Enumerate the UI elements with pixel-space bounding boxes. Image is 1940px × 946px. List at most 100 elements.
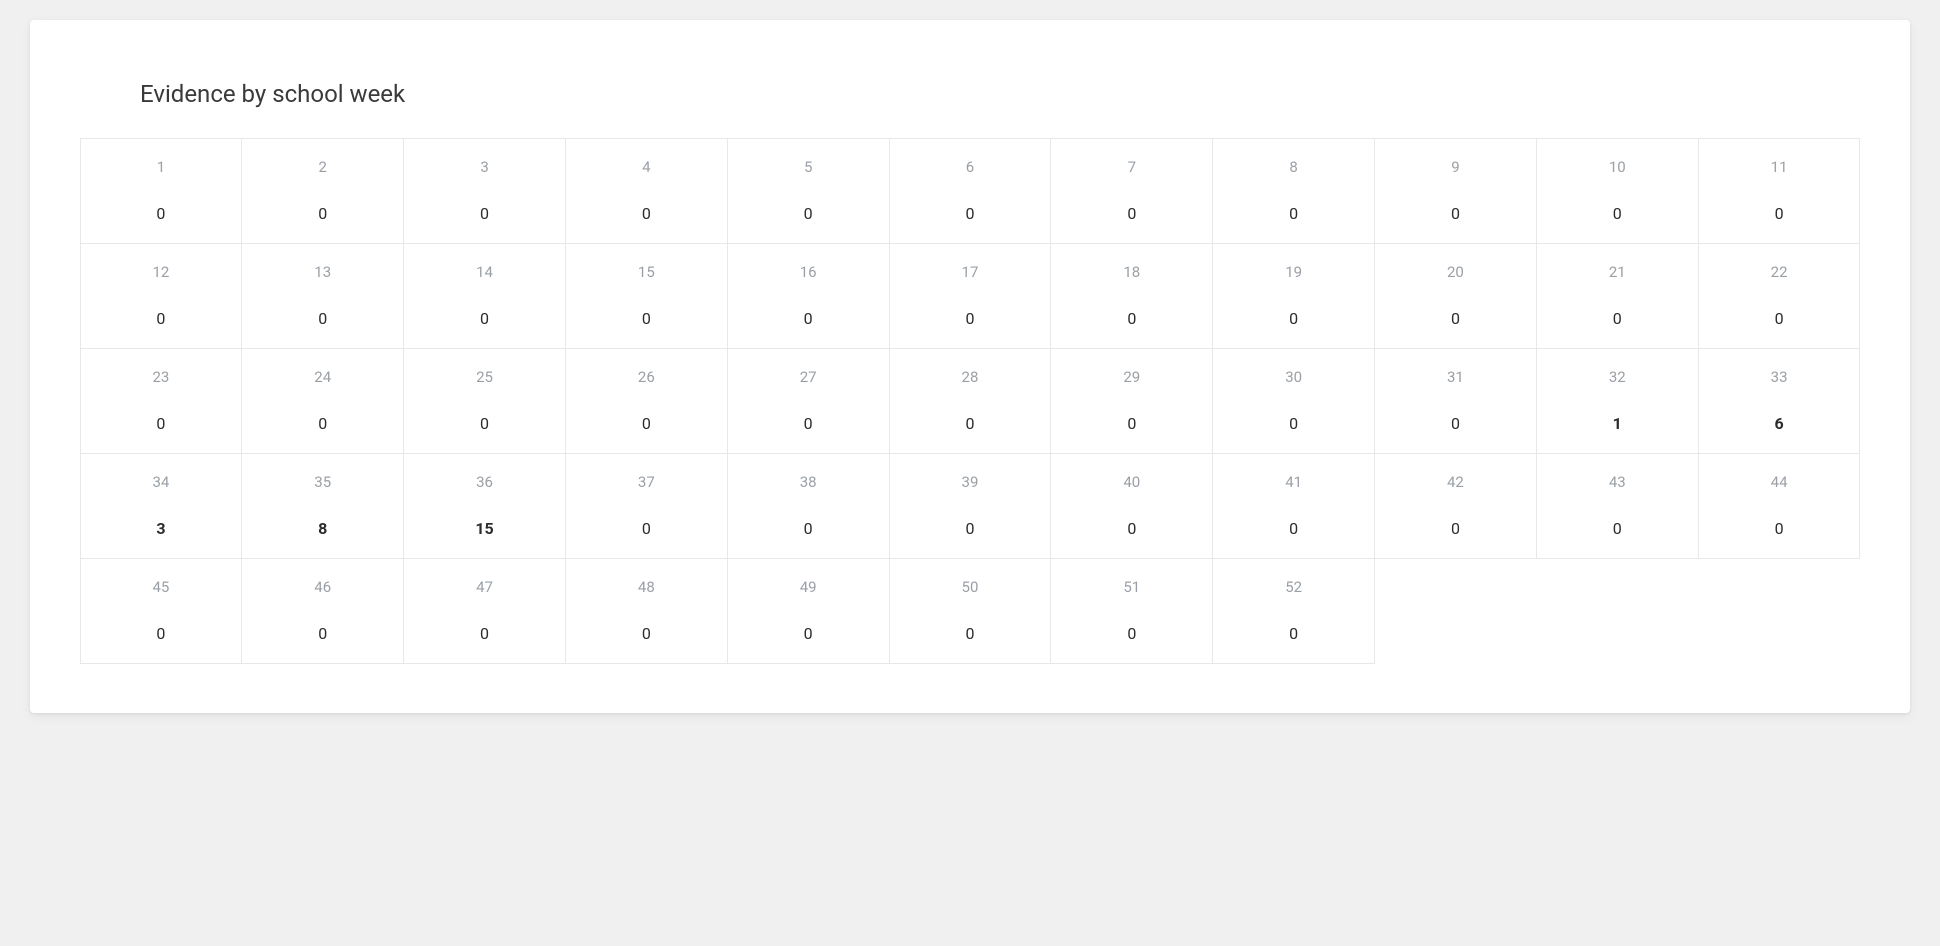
week-cell[interactable]: 150: [565, 243, 728, 349]
week-number: 22: [1771, 263, 1788, 281]
week-value: 0: [318, 204, 327, 223]
week-value: 0: [1127, 519, 1136, 538]
week-cell[interactable]: 20: [241, 138, 404, 244]
week-cell[interactable]: 343: [80, 453, 243, 559]
week-number: 4: [642, 158, 650, 176]
week-number: 29: [1123, 368, 1140, 386]
week-cell[interactable]: 90: [1374, 138, 1537, 244]
week-cell[interactable]: 38 0: [727, 453, 890, 559]
weeks-grid: 1020304050607080901001101201301401501601…: [80, 138, 1860, 663]
week-value: 0: [642, 624, 651, 643]
week-value: 0: [965, 309, 974, 328]
week-number: 33: [1771, 368, 1788, 386]
week-number: 28: [962, 368, 979, 386]
week-number: 10: [1609, 158, 1626, 176]
week-cell[interactable]: 440: [1698, 453, 1861, 559]
week-cell[interactable]: 430: [1536, 453, 1699, 559]
week-value: 0: [804, 204, 813, 223]
week-value: 0: [318, 309, 327, 328]
week-cell[interactable]: 10: [80, 138, 243, 244]
week-number: 8: [1289, 158, 1297, 176]
week-value: 0: [642, 414, 651, 433]
week-cell[interactable]: 39 0: [889, 453, 1052, 559]
week-cell[interactable]: 3615: [403, 453, 566, 559]
week-number: 36: [476, 473, 493, 491]
week-cell[interactable]: 480: [565, 558, 728, 664]
week-cell[interactable]: 210: [1536, 243, 1699, 349]
week-number: 16: [800, 263, 817, 281]
week-number: 23: [152, 368, 169, 386]
week-value: 1: [1613, 414, 1622, 433]
week-number: 1: [157, 158, 165, 176]
week-value: 0: [804, 309, 813, 328]
week-cell[interactable]: 22 0: [1698, 243, 1861, 349]
week-value: 0: [480, 204, 489, 223]
week-cell[interactable]: 470: [403, 558, 566, 664]
week-cell[interactable]: 170: [889, 243, 1052, 349]
week-cell[interactable]: 280: [889, 348, 1052, 454]
week-cell[interactable]: 420: [1374, 453, 1537, 559]
week-cell[interactable]: 410: [1212, 453, 1375, 559]
week-number: 38: [800, 473, 817, 491]
week-value: 0: [1451, 204, 1460, 223]
week-number: 40: [1123, 473, 1140, 491]
week-cell[interactable]: 70: [1050, 138, 1213, 244]
week-cell[interactable]: 510: [1050, 558, 1213, 664]
week-cell[interactable]: 80: [1212, 138, 1375, 244]
week-number: 18: [1123, 263, 1140, 281]
week-cell[interactable]: 29 0: [1050, 348, 1213, 454]
week-cell[interactable]: 450: [80, 558, 243, 664]
week-cell[interactable]: 460: [241, 558, 404, 664]
week-cell[interactable]: 500: [889, 558, 1052, 664]
week-cell[interactable]: 520: [1212, 558, 1375, 664]
week-cell[interactable]: 30: [403, 138, 566, 244]
week-value: 0: [156, 204, 165, 223]
week-number: 12: [152, 263, 169, 281]
week-cell[interactable]: 490: [727, 558, 890, 664]
week-cell[interactable]: 110: [1698, 138, 1861, 244]
week-cell[interactable]: 60: [889, 138, 1052, 244]
evidence-panel: Evidence by school week 1020304050607080…: [30, 20, 1910, 713]
week-number: 39: [962, 473, 979, 491]
week-cell[interactable]: 50: [727, 138, 890, 244]
week-cell[interactable]: 190: [1212, 243, 1375, 349]
week-value: 0: [965, 519, 974, 538]
week-number: 19: [1285, 263, 1302, 281]
week-value: 0: [642, 204, 651, 223]
week-cell[interactable]: 240: [241, 348, 404, 454]
week-cell[interactable]: 336: [1698, 348, 1861, 454]
week-cell[interactable]: 100: [1536, 138, 1699, 244]
week-cell[interactable]: 270: [727, 348, 890, 454]
week-cell[interactable]: 120: [80, 243, 243, 349]
week-value: 0: [1127, 414, 1136, 433]
week-number: 30: [1285, 368, 1302, 386]
week-number: 6: [966, 158, 974, 176]
week-cell[interactable]: 250: [403, 348, 566, 454]
week-cell[interactable]: 140: [403, 243, 566, 349]
week-cell[interactable]: 358: [241, 453, 404, 559]
week-cell[interactable]: 180: [1050, 243, 1213, 349]
week-number: 34: [152, 473, 169, 491]
week-value: 0: [156, 624, 165, 643]
week-cell[interactable]: 260: [565, 348, 728, 454]
week-cell[interactable]: 40 0: [1050, 453, 1213, 559]
week-cell[interactable]: 40: [565, 138, 728, 244]
week-number: 21: [1609, 263, 1626, 281]
week-value: 0: [156, 414, 165, 433]
week-cell[interactable]: 370: [565, 453, 728, 559]
week-value: 0: [1775, 309, 1784, 328]
week-cell[interactable]: 16 0: [727, 243, 890, 349]
week-cell[interactable]: 130: [241, 243, 404, 349]
week-value: 0: [1613, 519, 1622, 538]
week-cell[interactable]: 200: [1374, 243, 1537, 349]
week-value: 0: [804, 519, 813, 538]
week-cell[interactable]: 23 0: [80, 348, 243, 454]
week-number: 50: [962, 578, 979, 596]
week-value: 0: [1775, 519, 1784, 538]
week-cell[interactable]: 310: [1374, 348, 1537, 454]
week-value: 0: [1451, 414, 1460, 433]
week-cell[interactable]: 300: [1212, 348, 1375, 454]
week-number: 51: [1123, 578, 1140, 596]
week-cell[interactable]: 321: [1536, 348, 1699, 454]
week-value: 0: [642, 519, 651, 538]
